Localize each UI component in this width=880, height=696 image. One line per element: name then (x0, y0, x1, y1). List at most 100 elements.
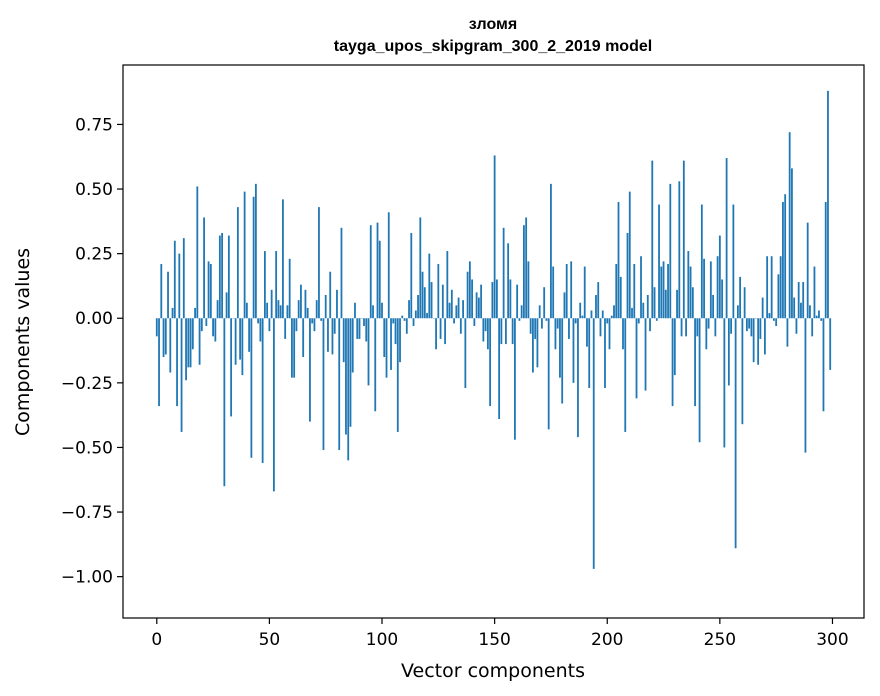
bar-component-282 (791, 168, 793, 319)
bar-component-140 (471, 279, 473, 319)
bar-component-41 (248, 318, 251, 352)
bar-component-233 (680, 318, 683, 337)
x-axis-label: Vector components (401, 660, 585, 682)
bar-component-127 (441, 284, 444, 319)
bar-component-133 (455, 305, 458, 319)
bar-component-48 (263, 251, 266, 319)
bar-component-95 (369, 225, 372, 319)
bar-component-85 (347, 318, 350, 461)
x-tick-label: 200 (591, 630, 623, 650)
bar-component-37 (239, 318, 242, 360)
bar-component-180 (561, 318, 564, 404)
bar-component-115 (414, 310, 417, 319)
bar-component-187 (577, 318, 579, 438)
x-tick-label: 250 (704, 630, 736, 650)
bar-component-197 (599, 318, 602, 337)
bar-component-3 (162, 318, 165, 357)
bar-component-257 (734, 318, 737, 549)
bar-component-250 (718, 235, 721, 319)
bar-component-114 (412, 318, 415, 326)
bar-component-296 (822, 318, 825, 412)
bar-component-269 (761, 297, 764, 319)
bar-component-13 (185, 318, 187, 381)
bar-component-235 (685, 318, 687, 337)
bar-component-206 (619, 276, 622, 319)
bar-component-71 (315, 300, 318, 319)
bar-component-25 (212, 318, 214, 337)
bar-component-157 (509, 279, 512, 319)
bar-component-205 (617, 201, 620, 319)
bar-component-39 (243, 191, 246, 319)
bar-component-155 (504, 318, 507, 345)
bar-component-209 (626, 232, 629, 319)
bar-component-72 (318, 207, 320, 319)
bar-component-108 (399, 318, 401, 363)
bar-component-263 (748, 318, 751, 329)
bar-component-43 (252, 196, 255, 319)
bar-component-60 (291, 318, 293, 378)
bar-component-255 (730, 318, 733, 334)
bar-component-142 (475, 292, 478, 319)
bar-component-277 (779, 256, 782, 319)
bar-component-214 (637, 318, 640, 324)
bar-component-264 (750, 318, 753, 337)
bar-component-232 (678, 181, 681, 319)
bar-component-179 (559, 318, 561, 378)
bar-component-163 (523, 225, 525, 319)
bar-component-283 (793, 297, 796, 319)
bar-component-6 (169, 318, 172, 373)
bar-component-77 (329, 271, 332, 319)
bar-component-50 (268, 318, 271, 332)
bar-component-16 (191, 318, 194, 350)
bar-component-186 (574, 318, 577, 324)
bar-component-161 (518, 318, 521, 321)
x-tick-label: 100 (366, 630, 398, 650)
bar-component-254 (727, 318, 730, 386)
bar-component-172 (543, 287, 546, 319)
bar-component-32 (227, 235, 230, 319)
bar-component-280 (786, 318, 789, 347)
bar-component-285 (797, 282, 800, 319)
bar-component-289 (806, 222, 809, 319)
bar-component-86 (349, 318, 352, 427)
bar-component-207 (622, 318, 624, 350)
bar-component-143 (477, 297, 480, 319)
bar-component-208 (624, 318, 627, 432)
bar-component-113 (410, 232, 413, 319)
bar-component-18 (196, 186, 199, 319)
bar-component-273 (770, 256, 773, 319)
bar-component-57 (284, 318, 287, 339)
x-axis-ticks: 0 50 100 150 200 250 300 (151, 618, 849, 650)
y-tick-label: −0.50 (61, 438, 113, 458)
bar-component-135 (459, 318, 462, 334)
bar-component-110 (403, 318, 406, 321)
y-tick-label: 0.50 (75, 180, 113, 200)
bar-component-294 (818, 310, 820, 319)
bar-component-147 (486, 318, 489, 350)
bar-component-150 (493, 155, 496, 319)
bar-component-189 (581, 315, 584, 319)
bar-component-245 (707, 318, 710, 329)
bar-component-30 (223, 318, 226, 487)
bar-component-223 (658, 204, 660, 319)
bar-component-286 (800, 302, 802, 319)
bar-component-200 (606, 318, 609, 324)
bar-component-151 (495, 279, 498, 319)
bar-component-69 (311, 318, 314, 324)
bar-component-185 (572, 318, 575, 383)
bar-component-241 (698, 318, 701, 443)
bar-component-54 (277, 300, 280, 319)
bar-component-66 (304, 289, 307, 319)
bar-component-239 (694, 318, 696, 407)
bar-component-278 (782, 201, 784, 319)
bar-component-138 (466, 271, 469, 319)
y-tick-label: −0.75 (61, 503, 113, 523)
bar-component-107 (396, 318, 399, 432)
bar-component-98 (376, 222, 379, 319)
bar-component-193 (590, 310, 593, 319)
y-tick-label: 0.00 (75, 309, 113, 329)
bar-component-148 (489, 318, 492, 407)
bar-component-215 (640, 256, 642, 319)
bar-component-99 (378, 240, 381, 319)
